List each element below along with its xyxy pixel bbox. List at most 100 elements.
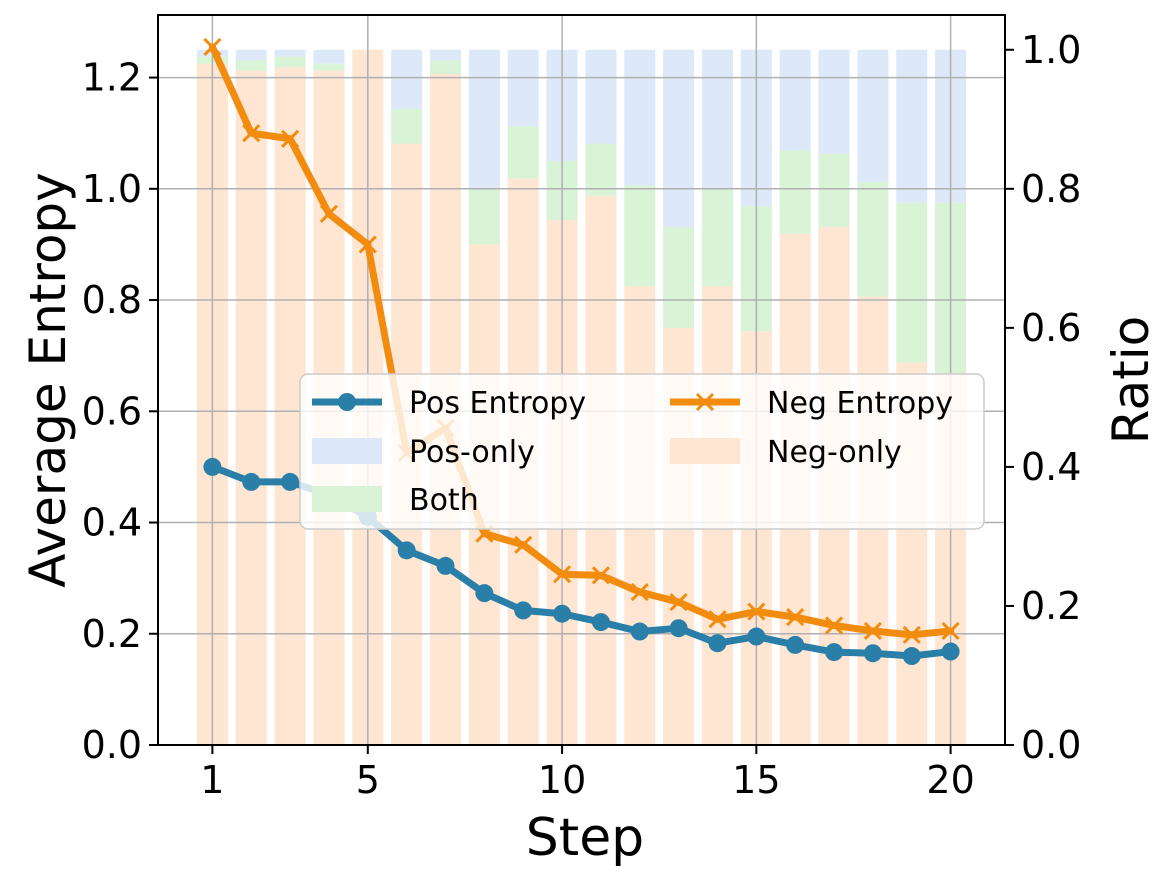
x-axis-title: Step — [526, 808, 644, 868]
bar-both-step-4 — [313, 63, 345, 71]
neg-entropy-point-step-18 — [863, 621, 882, 641]
bar-pos-only-step-13 — [663, 49, 695, 228]
bar-both-step-13 — [663, 227, 695, 328]
pos-entropy-point-step-3 — [281, 472, 300, 491]
legend-swatch-pos-only — [312, 438, 382, 464]
bar-both-step-6 — [391, 108, 423, 144]
neg-entropy-point-step-16 — [786, 608, 805, 627]
bar-pos-only-step-2 — [235, 49, 267, 61]
bar-both-step-14 — [701, 188, 734, 287]
bar-both-step-3 — [274, 56, 306, 68]
x-tick-label-20: 20 — [926, 758, 974, 802]
legend-swatch-both — [312, 486, 382, 512]
legend-label-pos-entropy: Pos Entropy — [409, 386, 586, 421]
bar-both-step-12 — [624, 185, 656, 287]
y-right-tick-label-1.0: 1.0 — [1021, 28, 1081, 72]
legend-marker-neg-entropy — [695, 392, 715, 412]
pos-entropy-point-step-15 — [747, 627, 766, 646]
ticks-layer: 1 5 10 15 200.00.20.40.60.81.01.20.00.20.40.… — [82, 28, 1082, 802]
y-left-tick-label-0.4: 0.4 — [82, 501, 142, 545]
neg-entropy-point-step-17 — [824, 616, 844, 635]
neg-entropy-point-step-13 — [669, 592, 688, 612]
bar-pos-only-step-7 — [429, 49, 462, 61]
pos-entropy-point-step-20 — [941, 642, 960, 661]
bar-both-step-16 — [779, 150, 811, 234]
y-left-tick-label-0.6: 0.6 — [82, 389, 142, 433]
neg-entropy-point-step-5 — [358, 235, 377, 254]
bar-pos-only-step-4 — [313, 49, 345, 64]
legend-swatch-neg-only — [670, 438, 740, 464]
neg-entropy-point-step-11 — [591, 566, 610, 585]
pos-entropy-point-step-11 — [591, 613, 610, 632]
neg-entropy-point-step-1 — [203, 37, 222, 57]
bar-pos-only-step-3 — [274, 49, 306, 57]
y-left-tick-label-1.0: 1.0 — [82, 167, 142, 211]
neg-entropy-point-step-19 — [902, 625, 921, 644]
x-tick-label-10: 10 — [538, 758, 586, 802]
bar-pos-only-step-17 — [818, 49, 850, 155]
plot-frame — [157, 14, 1006, 746]
pos-entropy-point-step-12 — [630, 622, 649, 641]
bar-both-step-8 — [468, 188, 500, 245]
axes-frame — [157, 14, 1006, 746]
y-left-tick-label-0.2: 0.2 — [82, 612, 142, 656]
legend-label-pos-only: Pos-only — [409, 435, 535, 470]
neg-entropy-point-step-3 — [281, 129, 300, 148]
y-right-tick-label-0.4: 0.4 — [1021, 445, 1081, 489]
bar-pos-only-step-19 — [896, 49, 928, 203]
legend-label-neg-only: Neg-only — [767, 435, 902, 470]
y-left-tick-label-1.2: 1.2 — [82, 56, 142, 100]
neg-entropy-point-step-9 — [514, 535, 533, 554]
x-tick-label-15: 15 — [732, 758, 780, 802]
pos-entropy-point-step-13 — [669, 619, 688, 638]
neg-entropy-point-step-4 — [319, 204, 339, 223]
y-left-tick-label-0.0: 0.0 — [82, 723, 142, 767]
pos-entropy-point-step-2 — [242, 472, 261, 491]
bar-both-step-17 — [818, 154, 850, 228]
legend-frame — [299, 373, 985, 530]
pos-entropy-point-step-18 — [863, 644, 882, 663]
bar-neg-only-step-2 — [235, 70, 267, 746]
legend-label-both: Both — [409, 483, 479, 518]
pos-entropy-point-step-14 — [708, 634, 727, 653]
bar-both-step-18 — [857, 181, 889, 297]
x-tick-label-5: 5 — [356, 758, 380, 802]
bar-both-step-9 — [507, 126, 539, 179]
pos-entropy-point-step-10 — [553, 604, 572, 623]
y-axis-left-title: Average Entropy — [19, 172, 77, 587]
y-right-tick-label-0.8: 0.8 — [1021, 167, 1081, 211]
pos-entropy-point-step-7 — [436, 556, 455, 575]
y-axis-right-title: Ratio — [1102, 316, 1160, 444]
pos-entropy-point-step-9 — [514, 601, 533, 620]
neg-entropy-point-step-10 — [553, 565, 572, 584]
x-tick-label-1: 1 — [200, 758, 224, 802]
legend-marker-pos-entropy — [338, 393, 356, 411]
neg-entropy-point-step-14 — [708, 610, 727, 629]
y-left-tick-label-0.8: 0.8 — [82, 278, 142, 322]
y-right-tick-label-0.0: 0.0 — [1021, 723, 1081, 767]
neg-entropy-point-step-12 — [630, 582, 649, 602]
bar-both-step-7 — [429, 60, 462, 75]
pos-entropy-point-step-17 — [825, 643, 844, 662]
pos-entropy-point-step-6 — [397, 541, 416, 560]
bar-pos-only-step-14 — [701, 49, 734, 189]
legend: Pos Entropy Neg Entropy Pos-only Neg-only Bo… — [299, 373, 985, 530]
bar-pos-only-step-18 — [857, 49, 889, 182]
pos-entropy-point-step-19 — [902, 647, 921, 666]
bar-pos-only-step-6 — [391, 49, 423, 109]
y-right-tick-label-0.6: 0.6 — [1021, 306, 1081, 350]
bar-both-step-19 — [896, 202, 928, 363]
neg-entropy-point-step-20 — [941, 621, 960, 641]
neg-entropy-point-step-15 — [747, 602, 766, 621]
pos-entropy-point-step-16 — [786, 635, 805, 654]
bar-pos-only-step-16 — [779, 49, 811, 151]
bar-pos-only-step-12 — [624, 49, 656, 186]
legend-label-neg-entropy: Neg Entropy — [767, 386, 953, 421]
pos-entropy-point-step-8 — [475, 584, 494, 603]
bar-pos-only-step-9 — [507, 49, 539, 127]
y-right-tick-label-0.2: 0.2 — [1021, 584, 1081, 628]
bar-both-step-2 — [235, 60, 267, 71]
bar-pos-only-step-8 — [468, 49, 500, 189]
neg-entropy-point-step-2 — [242, 124, 261, 143]
